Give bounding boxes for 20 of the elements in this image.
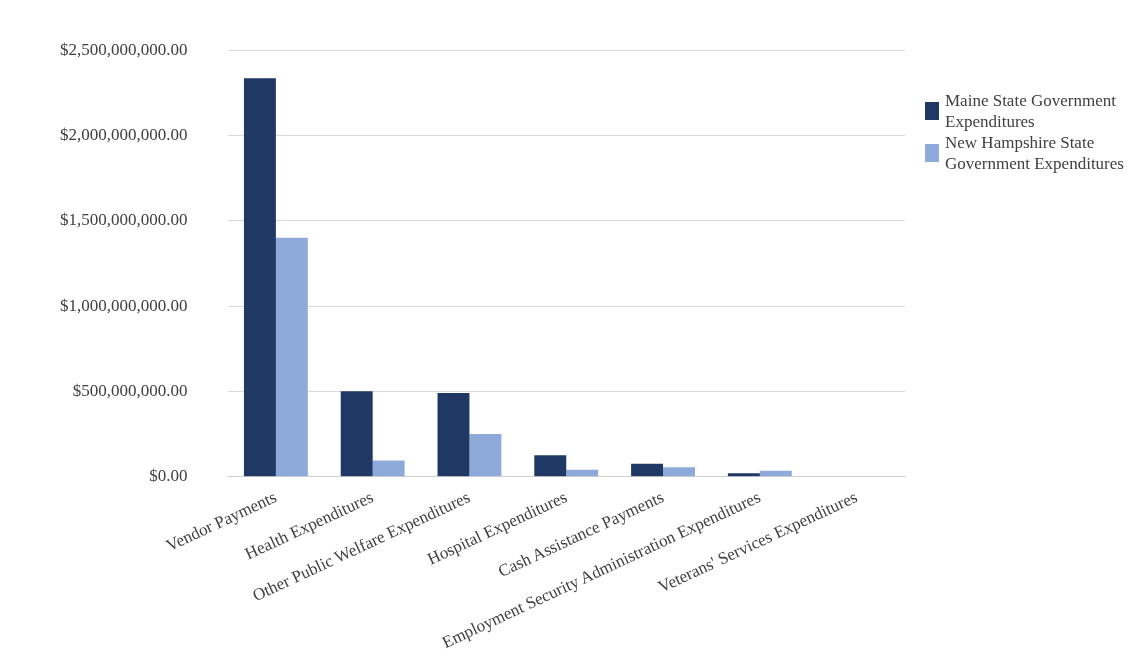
- y-tick-label: $2,000,000,000.00: [60, 124, 188, 144]
- legend-label: New Hampshire State Government Expenditures: [945, 132, 1125, 174]
- bar: [340, 391, 373, 477]
- bar: [534, 455, 567, 477]
- y-tick-label: $500,000,000.00: [72, 380, 188, 400]
- bar: [759, 470, 792, 477]
- y-tick-label: $2,500,000,000.00: [60, 39, 188, 59]
- y-tick-label: $0.00: [149, 466, 188, 486]
- legend-label: Maine State Government Expenditures: [945, 90, 1117, 132]
- y-tick-label: $1,500,000,000.00: [60, 210, 188, 230]
- bar: [566, 469, 599, 477]
- bar: [275, 237, 308, 477]
- y-tick-label: $1,000,000,000.00: [60, 295, 188, 315]
- bar: [631, 463, 664, 477]
- bar: [372, 460, 405, 477]
- bar: [437, 393, 470, 477]
- bar: [727, 473, 760, 477]
- bar: [243, 78, 276, 477]
- bar: [469, 434, 502, 477]
- bar: [663, 467, 695, 477]
